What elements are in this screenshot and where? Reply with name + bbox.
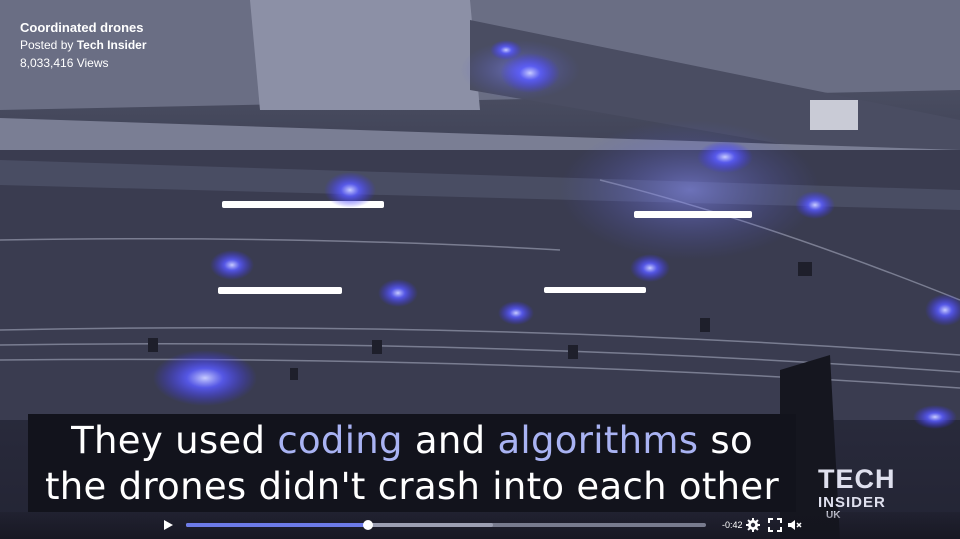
logo-line-2: INSIDER <box>818 494 886 511</box>
caption-highlight: coding <box>277 419 403 462</box>
subtitle-caption: They used coding and algorithms so the d… <box>28 414 796 512</box>
view-count: 8,033,416 Views <box>20 56 109 70</box>
video-title[interactable]: Coordinated drones <box>20 20 144 35</box>
logo-line-1: TECH <box>818 464 896 494</box>
tech-insider-logo: TECH INSIDER UK <box>818 466 896 521</box>
posted-by: Posted by Tech Insider <box>20 36 147 54</box>
seek-bar[interactable] <box>186 520 706 530</box>
video-info: Coordinated drones Posted by Tech Inside… <box>20 19 147 72</box>
light-trail <box>560 120 820 260</box>
caption-highlight: algorithms <box>497 419 699 462</box>
fullscreen-icon[interactable] <box>767 517 783 533</box>
caption-text: They used <box>71 419 266 462</box>
player-controls: -0:42 <box>0 512 960 539</box>
time-remaining: -0:42 <box>722 520 743 530</box>
play-icon[interactable] <box>161 518 175 532</box>
played-bar <box>186 523 368 527</box>
caption-line-2: the drones didn't crash into each other <box>44 465 779 508</box>
tracking-cameras <box>148 262 812 380</box>
caption-line-1: They used coding and algorithms so <box>28 418 796 464</box>
drone-lights <box>153 40 960 429</box>
gear-icon[interactable] <box>745 517 761 533</box>
caption-text: and <box>414 419 486 462</box>
posted-by-prefix: Posted by <box>20 38 74 52</box>
author-link[interactable]: Tech Insider <box>76 38 147 52</box>
volume-muted-icon[interactable] <box>786 517 802 533</box>
seek-handle[interactable] <box>363 520 373 530</box>
caption-text: so <box>710 419 753 462</box>
